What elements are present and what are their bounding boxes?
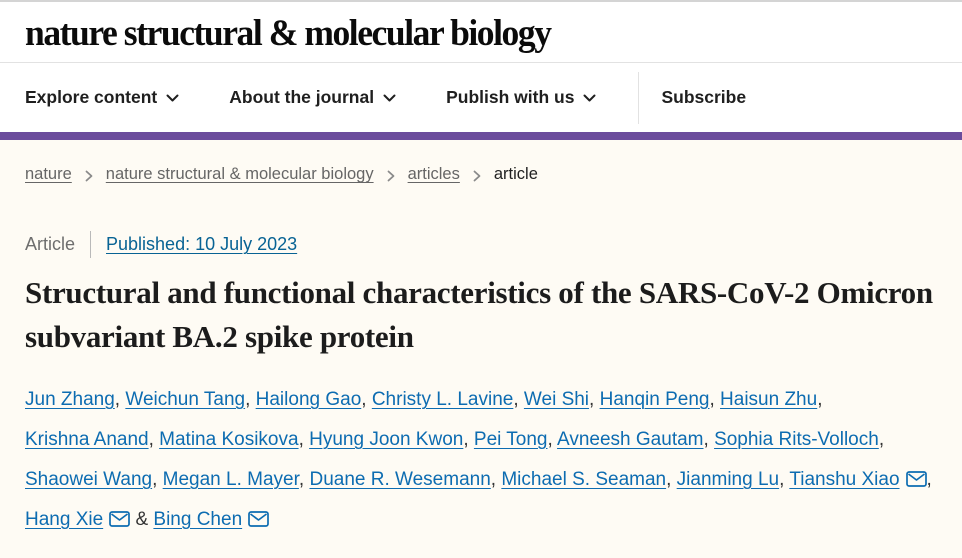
- author-link[interactable]: Matina Kosikova: [159, 428, 299, 450]
- journal-logo[interactable]: nature structural & molecular biology: [25, 13, 552, 54]
- author-link[interactable]: Pei Tong: [473, 428, 548, 450]
- top-hairline: [0, 0, 962, 2]
- article-title: Structural and functional characteristic…: [25, 275, 933, 355]
- logo-row: nature structural & molecular biology: [0, 2, 962, 62]
- nav-item-about-the-journal[interactable]: About the journal: [229, 87, 396, 108]
- author-list: Jun Zhang, Weichun Tang, Hailong Gao, Ch…: [25, 388, 932, 530]
- nav-item-explore-content[interactable]: Explore content: [25, 87, 179, 108]
- author-link[interactable]: Tianshu Xiao: [789, 468, 900, 490]
- breadcrumb-link[interactable]: nature structural & molecular biology: [105, 165, 374, 183]
- author-link[interactable]: Jianming Lu: [676, 468, 780, 490]
- header-divider: [0, 62, 962, 63]
- author-link[interactable]: Hyung Joon Kwon: [309, 428, 464, 450]
- article-header-section: nature nature structural & molecular biol…: [0, 140, 962, 558]
- subscribe-link[interactable]: Subscribe: [661, 87, 747, 107]
- email-icon[interactable]: [905, 470, 927, 487]
- article-meta: Article Published: 10 July 2023: [25, 231, 937, 258]
- author-link[interactable]: Sophia Rits-Volloch: [714, 428, 879, 450]
- email-icon[interactable]: [248, 510, 269, 527]
- nav-item-label: About the journal: [229, 87, 375, 107]
- chevron-right-icon: [387, 170, 394, 181]
- author-link[interactable]: Michael S. Seaman: [501, 468, 667, 490]
- nav-item-label: Publish with us: [446, 87, 575, 107]
- breadcrumb-separator: [473, 170, 481, 182]
- breadcrumb-link[interactable]: nature: [25, 165, 72, 183]
- main-nav-items: Explore content About the journal Publish …: [25, 87, 596, 108]
- author-link[interactable]: Christy L. Lavine: [371, 388, 514, 410]
- author-link[interactable]: Hailong Gao: [255, 388, 362, 410]
- author-link[interactable]: Krishna Anand: [25, 428, 149, 450]
- site-header: nature structural & molecular biology Ex…: [0, 0, 962, 140]
- author-link[interactable]: Shaowei Wang: [25, 468, 153, 490]
- author-link[interactable]: Weichun Tang: [125, 388, 246, 410]
- author-link[interactable]: Haisun Zhu: [720, 388, 818, 410]
- breadcrumb: nature nature structural & molecular biol…: [25, 165, 937, 184]
- author-link[interactable]: Hanqin Peng: [599, 388, 710, 410]
- author-link[interactable]: Hang Xie: [25, 508, 104, 530]
- chevron-right-icon: [473, 170, 481, 181]
- meta-divider: [90, 231, 92, 258]
- breadcrumb-separator: [387, 170, 395, 182]
- author-link[interactable]: Bing Chen: [153, 508, 243, 530]
- main-nav: Explore content About the journal Publish …: [0, 63, 962, 132]
- chevron-right-icon: [85, 170, 93, 181]
- email-icon[interactable]: [109, 510, 131, 527]
- chevron-down-icon: [583, 94, 596, 102]
- nav-divider: [638, 71, 640, 124]
- chevron-down-icon: [383, 94, 396, 102]
- author-link[interactable]: Jun Zhang: [25, 388, 115, 410]
- published-date-link[interactable]: Published: 10 July 2023: [106, 234, 298, 254]
- breadcrumb-separator: [85, 170, 93, 182]
- author-link[interactable]: Megan L. Mayer: [162, 468, 299, 490]
- article-type-label: Article: [25, 234, 76, 254]
- brand-accent-bar: [0, 132, 962, 140]
- nav-item-publish-with-us[interactable]: Publish with us: [446, 87, 596, 108]
- author-link[interactable]: Avneesh Gautam: [557, 428, 704, 450]
- nav-item-label: Explore content: [25, 87, 158, 107]
- chevron-down-icon: [166, 94, 179, 102]
- breadcrumb-current: article: [493, 165, 538, 183]
- author-link[interactable]: Wei Shi: [523, 388, 590, 410]
- author-link[interactable]: Duane R. Wesemann: [309, 468, 491, 490]
- breadcrumb-link[interactable]: articles: [407, 165, 460, 183]
